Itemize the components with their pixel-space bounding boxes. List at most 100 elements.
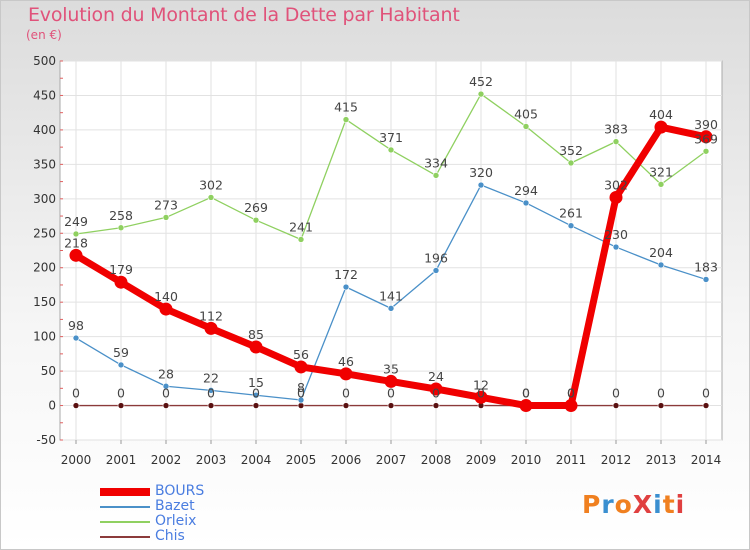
point-bours (294, 360, 308, 374)
point-orleix (522, 123, 530, 130)
x-tick-label: 2000 (61, 453, 92, 467)
legend-label: BOURS (155, 483, 205, 499)
unit-label: (en €) (26, 28, 62, 42)
y-tick-label: 450 (33, 88, 56, 102)
data-label-orleix: 369 (694, 131, 718, 146)
data-label-orleix: 334 (424, 155, 448, 170)
point-bazet (162, 382, 170, 390)
y-tick-label: 500 (33, 54, 56, 68)
data-label-chis: 0 (612, 386, 620, 401)
x-tick-label: 2009 (466, 453, 497, 467)
data-label-orleix: 383 (604, 122, 628, 137)
data-label-orleix: 452 (469, 74, 493, 89)
point-chis (117, 402, 125, 409)
legend-swatch (100, 536, 150, 538)
x-tick-label: 2003 (196, 453, 227, 467)
y-tick-label: 350 (33, 157, 56, 171)
point-orleix (72, 230, 80, 238)
point-bazet (252, 391, 260, 399)
data-label-chis: 0 (702, 386, 710, 401)
logo-letter: t (662, 490, 676, 519)
point-bazet (702, 276, 710, 283)
legend-label: Chis (155, 528, 185, 544)
point-bours (384, 374, 398, 388)
point-chis (297, 402, 305, 409)
point-orleix (207, 194, 215, 201)
x-tick-label: 2011 (556, 453, 587, 467)
point-bours (429, 382, 443, 396)
y-tick-label: -50 (36, 433, 56, 447)
y-tick-label: 400 (33, 123, 56, 137)
data-label-orleix: 371 (379, 130, 403, 145)
data-label-chis: 0 (297, 386, 305, 401)
point-orleix (657, 181, 665, 188)
y-tick-label: 250 (33, 226, 56, 240)
x-tick-label: 2013 (646, 453, 677, 467)
point-bazet (477, 181, 485, 189)
data-label-chis: 0 (567, 386, 575, 401)
data-label-bours: 390 (694, 117, 718, 132)
point-bours (519, 399, 533, 413)
data-label-bazet: 204 (649, 245, 673, 260)
y-tick-label: 150 (33, 295, 56, 309)
x-tick-label: 2014 (691, 453, 722, 467)
point-chis (207, 402, 215, 409)
data-label-chis: 0 (657, 386, 665, 401)
data-label-bazet: 98 (68, 318, 84, 333)
y-tick-label: 0 (48, 399, 56, 413)
x-tick-label: 2002 (151, 453, 182, 467)
x-tick-label: 2001 (106, 453, 137, 467)
y-tick-label: 300 (33, 192, 56, 206)
data-label-bazet: 172 (334, 267, 358, 282)
point-chis (657, 402, 665, 409)
legend-swatch (100, 506, 150, 508)
point-bours (249, 340, 263, 354)
logo-letter: i (653, 490, 663, 519)
proxiti-logo: ProXiti (582, 490, 685, 519)
logo-letter: i (675, 490, 686, 519)
logo-letter: P (582, 490, 602, 519)
data-label-orleix: 302 (199, 177, 223, 192)
logo-letter: r (601, 490, 615, 519)
logo-letter: X (632, 490, 654, 519)
data-label-orleix: 405 (514, 106, 538, 121)
x-tick-label: 2004 (241, 453, 272, 467)
point-bazet (207, 387, 215, 394)
data-label-chis: 0 (387, 386, 395, 401)
data-label-chis: 0 (432, 386, 440, 401)
data-label-bours: 404 (649, 107, 673, 122)
point-bazet (117, 361, 125, 369)
data-label-bazet: 8 (297, 380, 305, 395)
point-bours (339, 367, 353, 381)
data-label-bazet: 196 (424, 250, 448, 265)
point-chis (702, 402, 710, 409)
point-chis (387, 402, 395, 409)
x-tick-label: 2006 (331, 453, 362, 467)
point-chis (432, 402, 440, 409)
data-label-bours: 218 (64, 235, 88, 250)
data-label-orleix: 352 (559, 143, 583, 158)
data-label-bours: 56 (293, 347, 309, 362)
point-bours (564, 399, 578, 413)
data-label-bazet: 183 (694, 259, 718, 274)
data-label-orleix: 415 (334, 100, 358, 115)
data-label-chis: 0 (477, 386, 485, 401)
data-label-bazet: 15 (248, 375, 264, 390)
x-tick-label: 2012 (601, 453, 632, 467)
data-label-chis: 0 (207, 386, 215, 401)
chart-title: Evolution du Montant de la Dette par Hab… (28, 4, 460, 26)
data-label-orleix: 258 (109, 208, 133, 223)
point-orleix (477, 90, 485, 98)
point-bazet (342, 283, 350, 291)
legend-swatch (100, 488, 150, 496)
data-label-chis: 0 (522, 386, 530, 401)
point-orleix (297, 236, 305, 243)
data-label-bours: 302 (604, 177, 628, 192)
point-bazet (72, 334, 80, 342)
legend-label: Orleix (155, 513, 197, 529)
data-label-bours: 35 (383, 361, 399, 376)
data-label-orleix: 241 (289, 219, 313, 234)
